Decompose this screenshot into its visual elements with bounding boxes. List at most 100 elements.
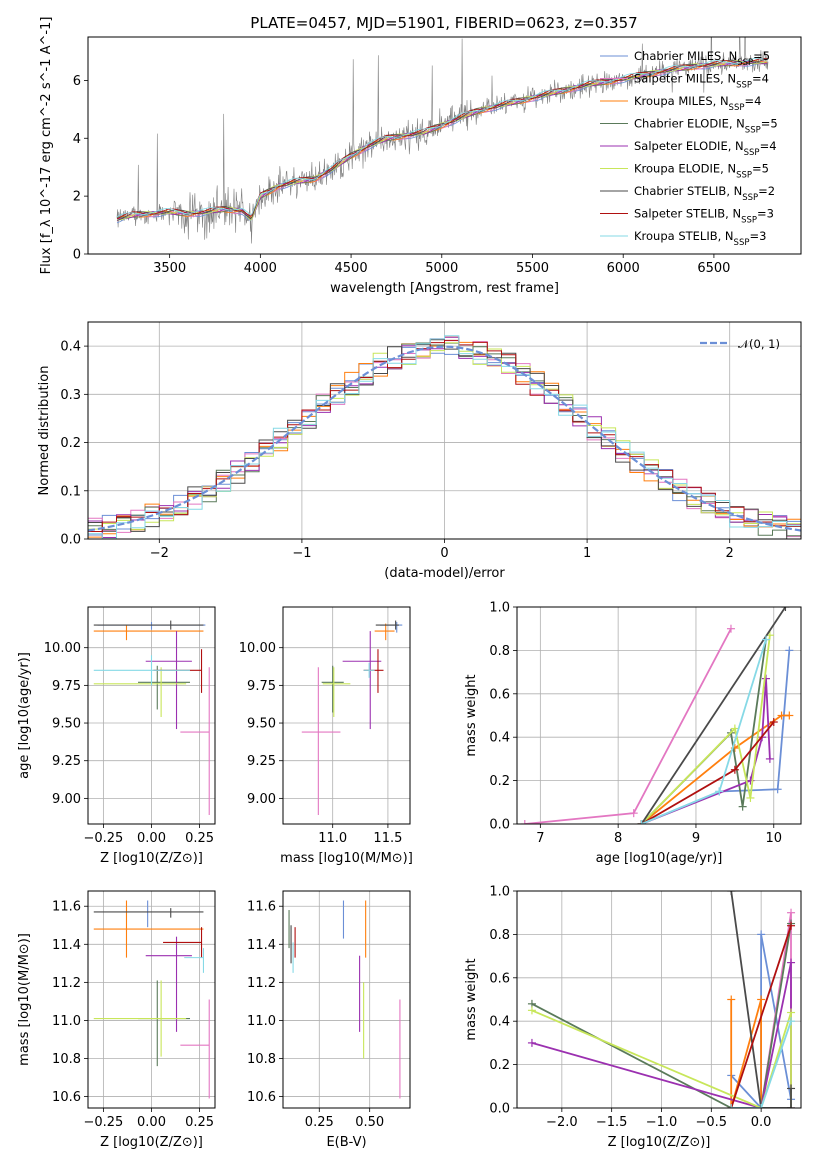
- y-tick-label-3: 11.2: [247, 976, 276, 991]
- y-tick-label-2: 11.0: [52, 1014, 81, 1029]
- x-tick-label-0: 7: [536, 831, 544, 846]
- y-axis-label: mass [log10(M/M⊙)]: [17, 933, 32, 1066]
- x-tick-label-4: 0.0: [751, 1115, 772, 1130]
- plot-area-age-vs-Z: [93, 620, 210, 815]
- x-tick-label-1: 4000: [244, 261, 277, 276]
- y-tick-label-1: 0.2: [489, 774, 510, 789]
- axes-residuals: −2 −1 0 1 2 0.0 0.1 0.2 0.3 0.4 (data-model)/error…: [37, 321, 802, 581]
- y-tick-label-4: 11.4: [52, 938, 81, 953]
- errorbar-point-4: [342, 631, 382, 730]
- weight-series-8: [727, 1017, 796, 1108]
- y-tick-label-0: 0: [73, 248, 81, 263]
- x-tick-label-3: 5000: [425, 261, 458, 276]
- x-axis-label: age [log10(age/yr)]: [596, 851, 723, 866]
- errorbar-point-6: [93, 908, 204, 918]
- y-axis-label: Flux [f_λ 10^-17 erg cm^-2 s^-1 A^-1]: [39, 17, 54, 275]
- y-tick-label-1: 0.1: [60, 484, 81, 499]
- axes-frame: [516, 890, 802, 1109]
- y-tick-label-0: 0.0: [60, 533, 81, 548]
- y-tick-label-1: 9.25: [247, 754, 276, 769]
- errorbar-point-5: [93, 980, 187, 1057]
- weight-series-5: [527, 1006, 796, 1108]
- axes-frame: [516, 606, 802, 825]
- plot-area-residuals: [88, 335, 801, 539]
- x-tick-label-0: −2.0: [546, 1115, 578, 1130]
- x-tick-label-0: −2: [150, 546, 169, 561]
- y-tick-label-4: 0.8: [489, 928, 510, 943]
- errorbar-point-3: [138, 665, 190, 710]
- y-tick-label-2: 0.4: [489, 731, 510, 746]
- x-tick-label-1: 11.5: [373, 831, 402, 846]
- y-tick-label-2: 0.2: [60, 436, 81, 451]
- y-tick-label-3: 6: [73, 74, 81, 89]
- x-tick-label-6: 6500: [697, 261, 730, 276]
- y-tick-label-3: 11.2: [52, 976, 81, 991]
- y-axis-label: age [log10(age/yr)]: [17, 652, 32, 779]
- axes-mass-vs-Z: −0.25 0.00 0.25 10.6 10.8 11.0 11.2 11.4 11.6 Z […: [17, 890, 216, 1150]
- errorbar-point-8: [184, 948, 205, 973]
- axes-mass-vs-ebv: 0.25 0.50 10.6 10.8 11.0 11.2 11.4 11.6 E(B-V): [247, 890, 411, 1150]
- y-tick-label-3: 0.6: [489, 687, 510, 702]
- y-tick-label-1: 10.8: [52, 1052, 81, 1067]
- y-tick-label-5: 11.6: [247, 900, 276, 915]
- x-axis-label: mass [log10(M/M⊙)]: [280, 851, 413, 866]
- y-tick-label-2: 11.0: [247, 1014, 276, 1029]
- x-axis-label: Z [log10(Z/Z⊙)]: [100, 851, 203, 866]
- y-tick-label-2: 0.4: [489, 1015, 510, 1030]
- y-tick-label-2: 9.50: [247, 717, 276, 732]
- axes-frame: [87, 890, 216, 1109]
- plot-area-spectrum: [116, 37, 769, 244]
- x-axis-label: E(B-V): [326, 1135, 366, 1150]
- x-tick-label-0: 11.0: [318, 831, 347, 846]
- x-tick-label-2: −1.0: [646, 1115, 678, 1130]
- errorbar-point-2: [93, 900, 204, 958]
- errorbar-point-5: [322, 667, 351, 718]
- y-axis-label: mass weight: [464, 958, 479, 1040]
- x-tick-label-0: 0.25: [305, 1115, 334, 1130]
- axes-age-vs-Z: −0.25 0.00 0.25 9.00 9.25 9.50 9.75 10.00 Z [log…: [17, 606, 216, 866]
- plot-area-mass-vs-Z: [93, 900, 210, 1099]
- x-tick-label-4: 2: [726, 546, 734, 561]
- errorbar-point-3: [321, 665, 344, 713]
- errorbar-point-4: [145, 631, 192, 730]
- histogram-7: [88, 339, 801, 532]
- errorbar-point-5: [93, 667, 187, 718]
- x-tick-label-2: 0.25: [185, 831, 214, 846]
- y-tick-label-0: 10.6: [247, 1090, 276, 1105]
- figure-title: PLATE=0457, MJD=51901, FIBERID=0623, z=0…: [250, 14, 637, 32]
- axes-massweight-vs-age: 7 8 9 10 0.0 0.2 0.4 0.6 0.8 1.0 age [log10(age/yr…: [464, 601, 802, 866]
- plot-area-massweight-vs-Z: [527, 891, 796, 1108]
- y-tick-label-1: 2: [73, 190, 81, 205]
- x-tick-label-1: −1.5: [596, 1115, 628, 1130]
- legend-normal-label: 𝒩(0, 1): [738, 337, 780, 351]
- axes-massweight-vs-Z: −2.0 −1.5 −1.0 −0.5 0.0 0.0 0.2 0.4 0.6 0.8 1.0 Z […: [464, 885, 802, 1150]
- errorbar-point-8: [363, 662, 375, 678]
- spectrum-model-8: [116, 57, 768, 217]
- x-tick-label-3: 1: [583, 546, 591, 561]
- y-tick-label-4: 10.00: [239, 641, 276, 656]
- weight-series-8: [637, 635, 770, 824]
- x-axis-label: Z [log10(Z/Z⊙)]: [100, 1135, 203, 1150]
- axes-frame: [87, 36, 802, 255]
- errorbar-point-1: [180, 667, 210, 815]
- x-tick-label-1: 8: [614, 831, 622, 846]
- y-tick-label-5: 1.0: [489, 885, 510, 900]
- y-tick-label-4: 10.00: [44, 641, 81, 656]
- axes-frame: [87, 321, 802, 540]
- y-tick-label-3: 9.75: [247, 679, 276, 694]
- y-tick-label-5: 1.0: [489, 601, 510, 616]
- x-tick-label-1: −1: [292, 546, 311, 561]
- y-tick-label-1: 0.2: [489, 1058, 510, 1073]
- x-tick-label-1: 0.00: [137, 1115, 166, 1130]
- y-tick-label-3: 9.75: [52, 679, 81, 694]
- y-tick-label-0: 0.0: [489, 818, 510, 833]
- normal-curve: [88, 345, 801, 532]
- y-axis-label: mass weight: [464, 674, 479, 756]
- x-tick-label-4: 5500: [516, 261, 549, 276]
- errorbar-point-7: [163, 927, 203, 958]
- y-tick-label-2: 4: [73, 132, 81, 147]
- y-tick-label-4: 11.4: [247, 938, 276, 953]
- y-tick-label-3: 0.3: [60, 388, 81, 403]
- axes-frame: [87, 606, 216, 825]
